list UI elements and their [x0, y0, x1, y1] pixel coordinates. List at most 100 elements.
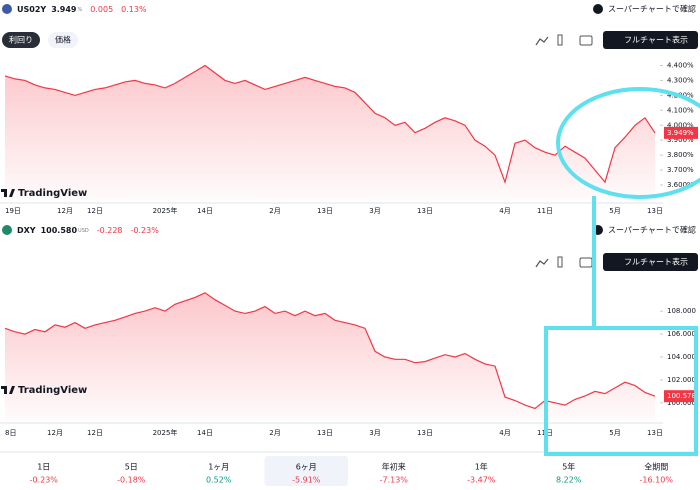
period-change[interactable]: -5.91%: [292, 476, 321, 485]
y-tick-label: 102.000: [667, 376, 696, 384]
brand-mark: [1, 386, 15, 394]
chart-style-icon[interactable]: [535, 36, 549, 46]
y-tick-label: 3.600%: [667, 181, 694, 189]
period-selected: [264, 456, 348, 486]
x-tick-label: 13日: [647, 429, 663, 437]
highlight-circle: [556, 87, 700, 199]
area-fill: [5, 292, 655, 420]
x-tick-label: 13日: [417, 429, 433, 437]
chart-style-icon[interactable]: [535, 258, 549, 268]
period-label[interactable]: 1日: [37, 463, 50, 472]
link-icon: [593, 4, 603, 14]
tab[interactable]: [48, 32, 78, 48]
period-change[interactable]: 8.22%: [556, 476, 582, 485]
x-tick-label: 19日: [5, 207, 21, 215]
symbol: DXY: [17, 226, 36, 235]
period-label[interactable]: 全期間: [644, 462, 668, 472]
y-tick-label: 4.000%: [667, 121, 694, 129]
x-tick-label: 2月: [269, 429, 280, 437]
x-tick-label: 3月: [369, 207, 380, 215]
last-value-label: 100.578: [667, 392, 696, 400]
period-change[interactable]: -0.18%: [117, 476, 146, 485]
y-tick-label: 4.400%: [667, 61, 694, 69]
brand-name: TradingView: [18, 188, 87, 199]
x-tick-label: 13日: [317, 207, 333, 215]
period-change[interactable]: -7.13%: [380, 476, 409, 485]
period-label[interactable]: 5年: [562, 462, 575, 472]
full-chart-button[interactable]: [603, 253, 698, 271]
x-tick-label: 2025年: [153, 206, 178, 215]
tab-label[interactable]: 利回り: [9, 35, 33, 45]
last-value-label: 3.949%: [667, 129, 694, 137]
period-change[interactable]: -3.47%: [467, 476, 496, 485]
change-pct: -0.23%: [131, 226, 160, 235]
x-tick-label: 12月: [47, 429, 63, 437]
x-tick-label: 13日: [417, 207, 433, 215]
x-tick-label: 4月: [499, 429, 510, 437]
super-chart-link[interactable]: スーパーチャートで確認: [608, 4, 696, 14]
y-tick-label: 4.100%: [667, 106, 694, 114]
y-tick-label: 3.700%: [667, 166, 694, 174]
tab[interactable]: [2, 32, 40, 48]
period-label[interactable]: 年初来: [382, 462, 406, 472]
change-pct: 0.13%: [121, 5, 147, 14]
x-tick-label: 13日: [317, 429, 333, 437]
period-label[interactable]: 6ヶ月: [296, 463, 317, 472]
full-chart-label[interactable]: フルチャート表示: [624, 35, 688, 45]
y-tick-label: 104.000: [667, 353, 696, 361]
change: 0.005: [90, 5, 113, 14]
price: 100.580: [41, 226, 78, 235]
symbol-header: US02Y 3.949% 0.005 0.13%: [17, 5, 147, 14]
period-change[interactable]: -0.23%: [30, 476, 59, 485]
x-tick-label: 12月: [57, 207, 73, 215]
symbol-icon: [2, 225, 12, 235]
camera-icon[interactable]: [579, 35, 593, 46]
x-tick-label: 3月: [369, 429, 380, 437]
x-tick-label: 11日: [537, 207, 553, 215]
brand-mark: [1, 189, 15, 197]
y-tick-label: 108.000: [667, 307, 696, 315]
tab-label[interactable]: 価格: [55, 35, 71, 45]
super-chart-link[interactable]: スーパーチャートで確認: [608, 225, 696, 235]
last-value-tag: [664, 126, 698, 139]
x-tick-label: 12日: [87, 207, 103, 215]
symbol: US02Y: [17, 5, 46, 14]
period-label[interactable]: 5日: [125, 463, 138, 472]
x-tick-label: 5月: [609, 207, 620, 215]
y-tick-label: 3.900%: [667, 136, 694, 144]
x-tick-label: 13日: [647, 207, 663, 215]
candle-icon[interactable]: [557, 256, 563, 268]
brand-name: TradingView: [18, 385, 87, 396]
period-label[interactable]: 1年: [475, 462, 488, 472]
period-label[interactable]: 1ヶ月: [208, 463, 229, 472]
full-chart-button[interactable]: [603, 31, 698, 49]
y-tick-label: 106.000: [667, 330, 696, 338]
y-tick-label: 4.300%: [667, 76, 694, 84]
price-line: [4, 64, 656, 185]
x-tick-label: 14日: [197, 207, 213, 215]
last-value-tag: [664, 390, 698, 403]
period-change[interactable]: 0.52%: [206, 476, 232, 485]
candle-icon[interactable]: [557, 34, 563, 46]
x-tick-label: 2月: [269, 207, 280, 215]
highlight-box: [544, 326, 698, 456]
x-tick-label: 12日: [87, 429, 103, 437]
x-tick-label: 5月: [609, 429, 620, 437]
x-tick-label: 8日: [5, 429, 16, 437]
period-change[interactable]: -16.10%: [640, 476, 674, 485]
camera-icon[interactable]: [579, 257, 593, 268]
unit: USD: [78, 228, 89, 234]
y-tick-label: 100.000: [667, 399, 696, 407]
change: -0.228: [97, 226, 123, 235]
symbol-icon: [2, 4, 12, 14]
symbol-header: DXY 100.580USD -0.228 -0.23%: [17, 226, 159, 235]
x-tick-label: 2025年: [153, 428, 178, 437]
unit: %: [78, 7, 83, 13]
x-tick-label: 4月: [499, 207, 510, 215]
full-chart-label[interactable]: フルチャート表示: [624, 257, 688, 267]
price: 3.949: [51, 5, 77, 14]
area-fill: [5, 65, 655, 200]
x-tick-label: 14日: [197, 429, 213, 437]
